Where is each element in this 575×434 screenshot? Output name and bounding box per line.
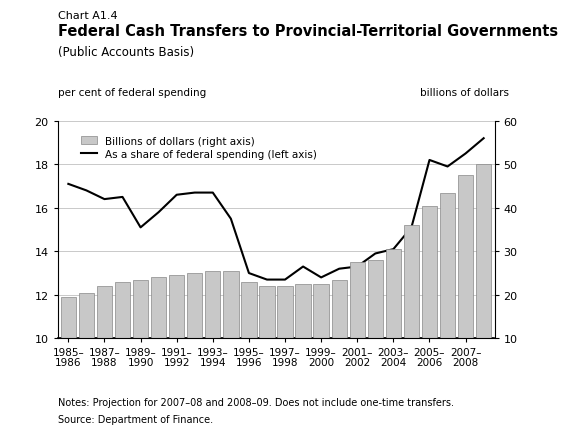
- Bar: [313, 284, 329, 339]
- Bar: [205, 271, 220, 339]
- Bar: [332, 280, 347, 339]
- Bar: [476, 165, 492, 339]
- Bar: [458, 176, 473, 339]
- Legend: Billions of dollars (right axis), As a share of federal spending (left axis): Billions of dollars (right axis), As a s…: [76, 131, 322, 165]
- Bar: [79, 293, 94, 339]
- Bar: [133, 280, 148, 339]
- Text: Source: Department of Finance.: Source: Department of Finance.: [58, 414, 213, 424]
- Text: Federal Cash Transfers to Provincial-Territorial Governments: Federal Cash Transfers to Provincial-Ter…: [58, 24, 558, 39]
- Bar: [115, 282, 130, 339]
- Bar: [422, 206, 437, 339]
- Bar: [367, 260, 383, 339]
- Text: per cent of federal spending: per cent of federal spending: [58, 88, 206, 98]
- Text: (Public Accounts Basis): (Public Accounts Basis): [58, 46, 194, 59]
- Bar: [386, 250, 401, 339]
- Bar: [242, 282, 256, 339]
- Text: Notes: Projection for 2007–08 and 2008–09. Does not include one-time transfers.: Notes: Projection for 2007–08 and 2008–0…: [58, 397, 454, 407]
- Bar: [97, 286, 112, 339]
- Bar: [296, 284, 310, 339]
- Bar: [277, 286, 293, 339]
- Text: billions of dollars: billions of dollars: [420, 88, 509, 98]
- Bar: [169, 276, 185, 339]
- Bar: [259, 286, 275, 339]
- Bar: [151, 278, 166, 339]
- Bar: [60, 297, 76, 339]
- Bar: [187, 273, 202, 339]
- Bar: [223, 271, 239, 339]
- Bar: [440, 193, 455, 339]
- Bar: [404, 226, 419, 339]
- Bar: [350, 263, 365, 339]
- Text: Chart A1.4: Chart A1.4: [58, 11, 117, 21]
